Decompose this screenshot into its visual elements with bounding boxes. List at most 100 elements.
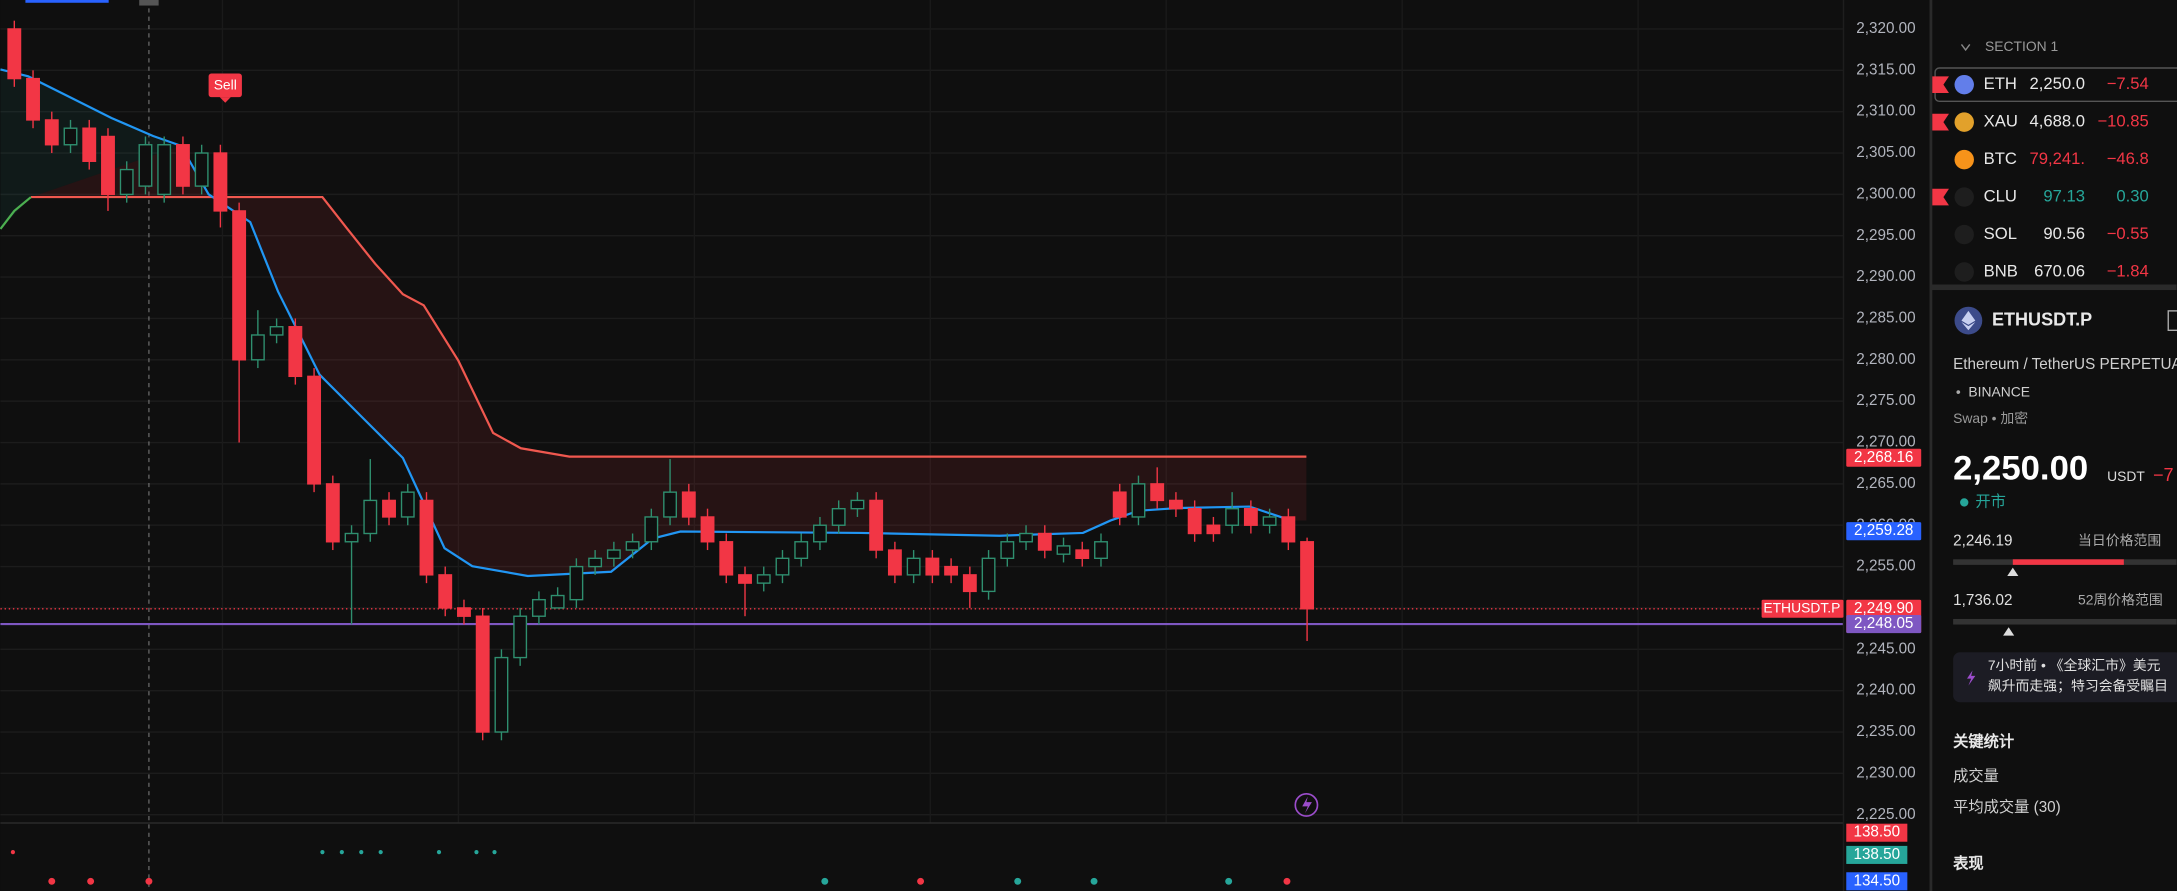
candle-body <box>269 326 284 336</box>
candle-body <box>925 557 940 576</box>
candle-body <box>813 524 827 543</box>
candle-body <box>1056 545 1071 555</box>
price-axis: 2,320.00 2,315.00 2,310.00 2,305.00 2,300.00… <box>1761 20 1922 823</box>
exchange: BINANCE <box>1968 383 2030 399</box>
year-range-label: 52周价格范围 <box>2078 592 2163 608</box>
day-range-bar <box>2012 559 2124 565</box>
row-flag[interactable] <box>1932 76 1949 93</box>
news-line: 7小时前 • 《全球汇市》美元 <box>1988 657 2161 673</box>
candle-body <box>1131 483 1146 518</box>
side-panel <box>1930 0 2177 891</box>
panel-button[interactable] <box>2167 310 2177 332</box>
row-price: 4,688.0 <box>2029 112 2085 131</box>
candle-body <box>213 152 228 212</box>
candles <box>7 20 1315 741</box>
row-price: 2,250.0 <box>2029 74 2085 93</box>
indicator-label: 138.50 <box>1853 846 1900 863</box>
candle-body <box>232 210 247 361</box>
price-label: 2,268.16 <box>1854 449 1913 466</box>
y-tick-label: 2,230.00 <box>1856 764 1915 781</box>
price-label: 2,259.28 <box>1854 522 1913 539</box>
row-icon <box>1954 187 1974 207</box>
indicator-label: 134.50 <box>1853 872 1900 889</box>
candle-body <box>475 615 490 733</box>
y-tick-label: 2,225.00 <box>1856 806 1915 823</box>
symbol-logo-mark <box>1961 310 1976 331</box>
candle-body <box>1094 541 1108 560</box>
day-range-pointer <box>2007 567 2019 576</box>
y-tick-label: 2,285.00 <box>1856 309 1915 326</box>
candle-body <box>307 375 322 485</box>
symbol-tag: ETHUSDT.P <box>1763 599 1840 615</box>
row-price: 97.13 <box>2043 186 2085 205</box>
row-flag[interactable] <box>1932 188 1949 206</box>
row-symbol[interactable]: ETH <box>1984 74 2017 93</box>
candle-body <box>625 541 640 551</box>
candle-body <box>101 135 115 196</box>
row-change: −46.8 <box>2107 149 2149 168</box>
section-title[interactable]: SECTION 1 <box>1985 38 2058 54</box>
row-price: 79,241. <box>2029 149 2085 168</box>
candle-body <box>119 168 134 196</box>
row-symbol[interactable]: XAU <box>1984 112 2018 131</box>
y-tick-label: 2,315.00 <box>1856 61 1915 78</box>
candle-body <box>194 152 209 187</box>
row-change: −0.55 <box>2107 224 2149 243</box>
y-tick-label: 2,265.00 <box>1856 475 1915 492</box>
row-icon <box>1954 262 1974 282</box>
year-range-pointer <box>2003 627 2015 636</box>
performance: 表现 <box>1953 855 1984 873</box>
candle-body <box>850 499 865 510</box>
y-tick-label: 2,240.00 <box>1856 682 1915 699</box>
row-symbol[interactable]: BTC <box>1984 149 2017 168</box>
candle-body <box>1150 483 1165 502</box>
candle-body <box>457 607 471 617</box>
candle-body <box>756 574 771 584</box>
event-bolt <box>1302 796 1312 814</box>
candle-body <box>944 565 959 576</box>
y-tick-label: 2,295.00 <box>1856 227 1915 244</box>
last-price: 2,250.00 <box>1953 450 2088 488</box>
y-tick-label: 2,310.00 <box>1856 103 1915 120</box>
row-flag[interactable] <box>1932 113 1949 131</box>
candle-body <box>1075 549 1090 560</box>
candle-body <box>719 541 734 576</box>
supertrend-line <box>30 195 1307 458</box>
section-chevron[interactable] <box>1960 43 1971 52</box>
candle-body <box>7 28 22 80</box>
indicator-dots <box>320 850 1233 885</box>
candle-body <box>681 491 696 518</box>
candle-body <box>325 483 340 543</box>
candle-body <box>175 144 190 187</box>
candle-body <box>775 557 790 576</box>
candle-body <box>513 615 528 659</box>
candle-body <box>44 119 59 146</box>
candle-body <box>63 127 78 146</box>
price-label: 2,249.90 <box>1854 600 1913 617</box>
y-tick-label: 2,255.00 <box>1856 558 1915 575</box>
y-tick-label: 2,245.00 <box>1856 640 1915 657</box>
candle-body <box>157 144 172 196</box>
key-stats: 关键统计 <box>1953 733 2014 751</box>
candle-body <box>663 491 678 518</box>
row-symbol[interactable]: BNB <box>1984 261 2018 280</box>
candle-body <box>363 499 378 535</box>
candle-body <box>1112 491 1127 518</box>
candle-body <box>1300 541 1315 610</box>
indicator-dots-red <box>10 850 1291 885</box>
event-icon[interactable] <box>1294 793 1319 817</box>
row-change: 0.30 <box>2116 186 2148 205</box>
candle-body <box>82 127 97 162</box>
candle-body <box>419 499 434 576</box>
y-tick-label: 2,300.00 <box>1856 185 1915 202</box>
news-card[interactable] <box>1953 652 2177 703</box>
candle-body <box>250 334 265 361</box>
row-symbol[interactable]: CLU <box>1984 186 2017 205</box>
indicator-label: 138.50 <box>1853 824 1900 841</box>
row-symbol[interactable]: SOL <box>1984 224 2017 243</box>
candle-body <box>1000 541 1015 560</box>
candle-body <box>1019 532 1033 543</box>
candle-body <box>887 549 902 576</box>
panel-divider <box>1930 284 2177 291</box>
